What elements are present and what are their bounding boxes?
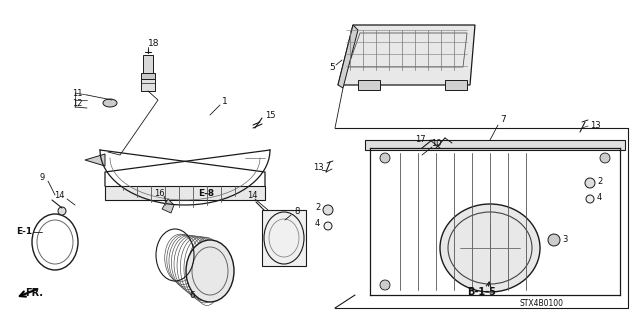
Bar: [262, 210, 306, 266]
Text: 1: 1: [222, 98, 228, 107]
Bar: [141, 79, 155, 91]
Text: E-8: E-8: [198, 189, 214, 197]
Polygon shape: [85, 154, 105, 166]
Text: 5: 5: [329, 63, 335, 72]
Text: 17: 17: [415, 136, 426, 145]
Ellipse shape: [440, 204, 540, 292]
Circle shape: [548, 234, 560, 246]
Text: 13: 13: [590, 122, 600, 130]
Bar: [445, 80, 467, 90]
Circle shape: [380, 280, 390, 290]
Ellipse shape: [186, 240, 234, 302]
Text: 14: 14: [54, 191, 65, 201]
Text: FR.: FR.: [25, 288, 43, 298]
Bar: [143, 55, 153, 73]
Circle shape: [600, 153, 610, 163]
Text: 2: 2: [597, 176, 602, 186]
Text: STX4B0100: STX4B0100: [520, 299, 564, 308]
Text: 11: 11: [72, 88, 83, 98]
Circle shape: [585, 178, 595, 188]
Text: 18: 18: [148, 39, 159, 48]
Polygon shape: [338, 25, 358, 88]
Polygon shape: [338, 25, 475, 85]
Text: 6: 6: [189, 291, 195, 300]
Circle shape: [586, 195, 594, 203]
Bar: [105, 186, 265, 200]
Text: 4: 4: [315, 219, 320, 228]
Text: 10: 10: [431, 138, 442, 147]
Bar: [141, 73, 155, 79]
Text: 9: 9: [40, 174, 45, 182]
Bar: [358, 80, 380, 90]
Text: 13: 13: [313, 164, 324, 173]
Circle shape: [380, 153, 390, 163]
Polygon shape: [162, 199, 174, 213]
Circle shape: [323, 205, 333, 215]
Text: B-1-5: B-1-5: [468, 287, 497, 297]
Text: 3: 3: [562, 235, 568, 244]
Circle shape: [58, 207, 66, 215]
Bar: [365, 140, 625, 150]
Text: 12: 12: [72, 100, 83, 108]
Text: 14: 14: [247, 191, 257, 201]
Text: 15: 15: [265, 112, 275, 121]
Text: 7: 7: [500, 115, 506, 124]
Text: 2: 2: [315, 204, 320, 212]
Circle shape: [324, 222, 332, 230]
Text: 16: 16: [154, 189, 164, 197]
Ellipse shape: [103, 99, 117, 107]
Text: E-1: E-1: [16, 227, 32, 236]
Text: 8: 8: [294, 207, 300, 217]
Text: 4: 4: [597, 192, 602, 202]
